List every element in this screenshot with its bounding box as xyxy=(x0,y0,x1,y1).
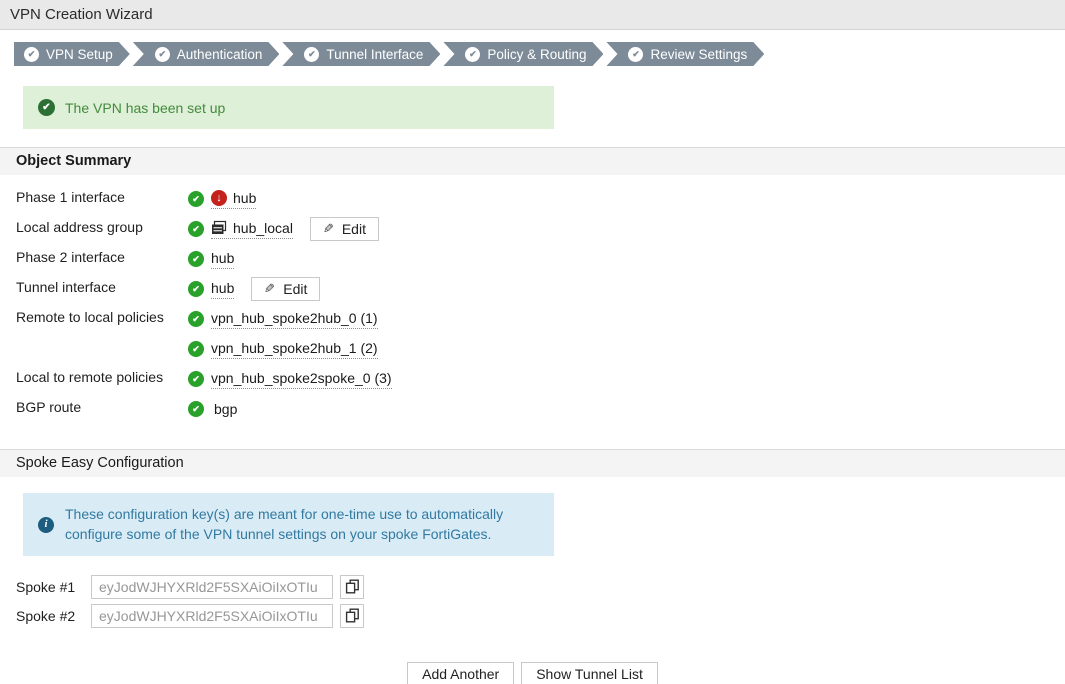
edit-tunnel-interface-button[interactable]: ✎ Edit xyxy=(251,277,321,301)
status-check-icon: ✔ xyxy=(188,341,204,357)
step-check-icon: ✔ xyxy=(24,47,39,62)
object-name: hub xyxy=(211,249,235,266)
row-label: BGP route xyxy=(16,399,82,415)
step-label: VPN Setup xyxy=(46,46,113,62)
summary-row-phase2: Phase 2 interface ✔ hub xyxy=(16,244,1065,274)
copy-icon xyxy=(345,579,360,594)
row-label: Local to remote policies xyxy=(16,369,164,385)
phase2-interface-link[interactable]: hub xyxy=(211,249,235,269)
step-review-settings[interactable]: ✔ Review Settings xyxy=(606,42,764,66)
step-check-icon: ✔ xyxy=(304,47,319,62)
object-summary-header: Object Summary xyxy=(0,147,1065,175)
object-name: vpn_hub_spoke2hub_1 (2) xyxy=(211,339,378,356)
row-label: Phase 1 interface xyxy=(16,189,125,205)
summary-row-phase1: Phase 1 interface ✔ ↓ hub xyxy=(16,184,1065,214)
info-icon: i xyxy=(38,516,54,533)
row-label: Tunnel interface xyxy=(16,279,116,295)
edit-local-address-group-button[interactable]: ✎ Edit xyxy=(309,217,379,241)
policy-link[interactable]: vpn_hub_spoke2hub_0 (1) xyxy=(211,310,378,329)
copy-icon xyxy=(345,608,360,623)
row-label: Local address group xyxy=(16,219,143,235)
spoke-row-1: Spoke #1 xyxy=(16,572,1065,601)
summary-row-local-to-remote: Local to remote policies ✔ vpn_hub_spoke… xyxy=(16,364,1065,394)
info-alert-text: These configuration key(s) are meant for… xyxy=(65,506,504,542)
step-policy-routing[interactable]: ✔ Policy & Routing xyxy=(443,42,603,66)
object-name: vpn_hub_spoke2hub_0 (1) xyxy=(211,309,378,326)
step-label: Policy & Routing xyxy=(487,46,587,62)
object-name: vpn_hub_spoke2spoke_0 (3) xyxy=(211,369,392,386)
show-tunnel-list-button[interactable]: Show Tunnel List xyxy=(521,662,658,684)
object-name: hub xyxy=(233,189,257,206)
object-name: hub_local xyxy=(233,219,293,236)
spoke-label: Spoke #2 xyxy=(16,607,76,624)
step-tunnel-interface[interactable]: ✔ Tunnel Interface xyxy=(282,42,440,66)
status-check-icon: ✔ xyxy=(188,191,204,207)
step-authentication[interactable]: ✔ Authentication xyxy=(133,42,280,66)
status-check-icon: ✔ xyxy=(188,371,204,387)
spoke-label: Spoke #1 xyxy=(16,578,76,595)
summary-row-remote-to-local: Remote to local policies ✔ vpn_hub_spoke… xyxy=(16,304,1065,364)
pencil-icon: ✎ xyxy=(322,221,334,236)
wizard-breadcrumb: ✔ VPN Setup ✔ Authentication ✔ Tunnel In… xyxy=(14,42,1065,66)
success-check-icon: ✔ xyxy=(38,99,55,116)
success-alert-text: The VPN has been set up xyxy=(65,99,226,116)
spoke1-key-input[interactable] xyxy=(91,574,333,599)
row-label: Phase 2 interface xyxy=(16,249,125,265)
policy-link[interactable]: vpn_hub_spoke2spoke_0 (3) xyxy=(211,370,392,389)
spoke-row-2: Spoke #2 xyxy=(16,601,1065,630)
page-title: VPN Creation Wizard xyxy=(10,6,153,23)
status-check-icon: ✔ xyxy=(188,311,204,327)
success-alert: ✔ The VPN has been set up xyxy=(23,86,554,129)
tunnel-down-icon: ↓ xyxy=(211,189,227,206)
status-check-icon: ✔ xyxy=(188,281,204,297)
summary-row-local-address-group: Local address group ✔ hub_local ✎ Edit xyxy=(16,214,1065,244)
window-title-bar: VPN Creation Wizard xyxy=(0,0,1065,30)
spoke-easy-configuration-header: Spoke Easy Configuration xyxy=(0,449,1065,477)
object-name: bgp xyxy=(214,401,238,417)
copy-spoke2-key-button[interactable] xyxy=(340,603,364,628)
status-check-icon: ✔ xyxy=(188,251,204,267)
copy-spoke1-key-button[interactable] xyxy=(340,574,364,599)
object-summary-table: Phase 1 interface ✔ ↓ hub Local address … xyxy=(0,175,1065,424)
status-check-icon: ✔ xyxy=(188,221,204,237)
add-another-button[interactable]: Add Another xyxy=(407,662,515,684)
policy-link[interactable]: vpn_hub_spoke2hub_1 (2) xyxy=(211,340,378,359)
summary-row-tunnel-interface: Tunnel interface ✔ hub ✎ Edit xyxy=(16,274,1065,304)
step-check-icon: ✔ xyxy=(628,47,643,62)
step-vpn-setup[interactable]: ✔ VPN Setup xyxy=(14,42,130,66)
spoke-key-list: Spoke #1 Spoke #2 xyxy=(16,572,1065,630)
step-check-icon: ✔ xyxy=(155,47,170,62)
step-check-icon: ✔ xyxy=(465,47,480,62)
step-label: Review Settings xyxy=(650,46,748,62)
step-label: Authentication xyxy=(176,46,263,62)
status-check-icon: ✔ xyxy=(188,401,204,417)
pencil-icon: ✎ xyxy=(264,281,276,296)
footer-actions: Add Another Show Tunnel List xyxy=(0,662,1065,684)
info-alert: i These configuration key(s) are meant f… xyxy=(23,493,554,557)
phase1-interface-link[interactable]: ↓ hub xyxy=(211,189,257,209)
address-group-icon xyxy=(211,220,227,236)
summary-row-bgp-route: BGP route ✔ bgp xyxy=(16,394,1065,424)
spoke2-key-input[interactable] xyxy=(91,603,333,628)
row-label: Remote to local policies xyxy=(16,309,164,325)
local-address-group-link[interactable]: hub_local xyxy=(211,220,293,239)
tunnel-interface-link[interactable]: hub xyxy=(211,279,235,299)
step-label: Tunnel Interface xyxy=(326,46,424,62)
object-name: hub xyxy=(211,279,235,296)
